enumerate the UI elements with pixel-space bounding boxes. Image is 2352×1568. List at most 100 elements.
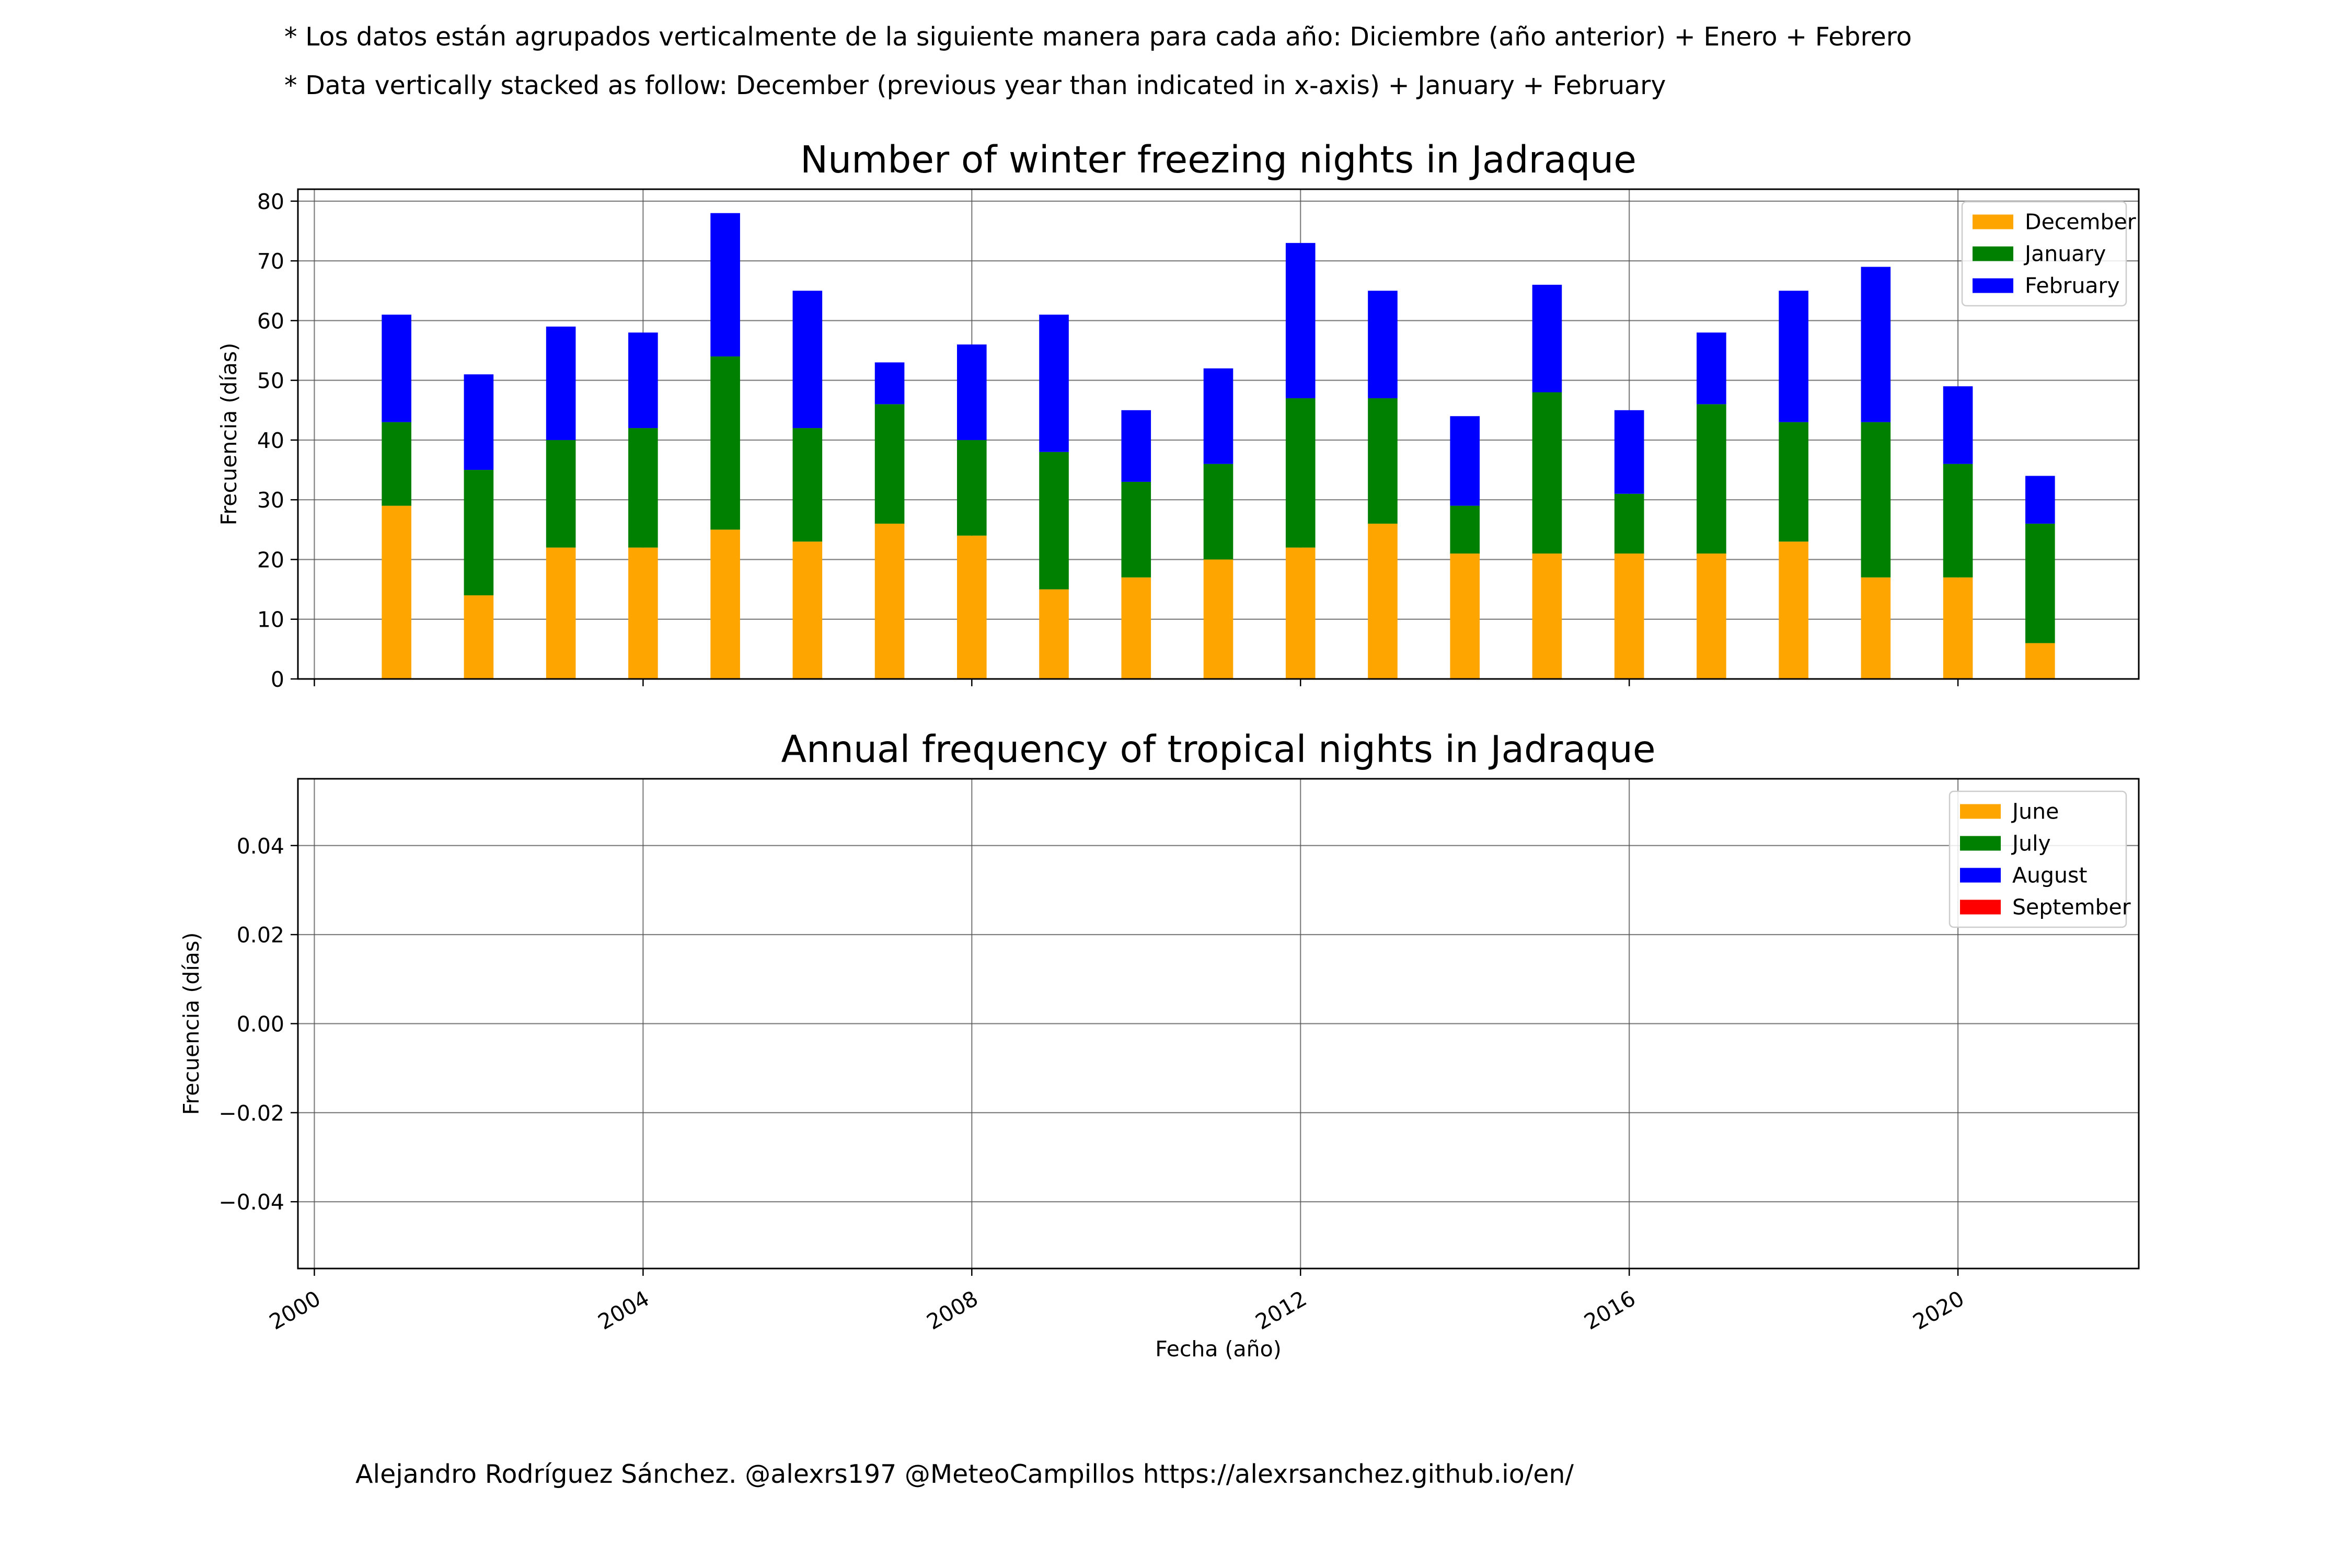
- x-tick-label: 2016: [1580, 1286, 1640, 1335]
- y-tick-label: 60: [257, 308, 284, 333]
- bar-january: [1368, 398, 1398, 524]
- bar-december: [1779, 541, 1808, 679]
- bar-january: [792, 428, 823, 542]
- y-tick-label: 40: [257, 428, 284, 453]
- legend-swatch-june: [1960, 804, 2001, 819]
- y-axis-label: Frecuencia (días): [216, 343, 241, 526]
- bar-january: [1450, 505, 1480, 554]
- bar-december: [1697, 554, 1726, 679]
- bar-december: [1368, 523, 1398, 679]
- bar-january: [1285, 398, 1316, 548]
- y-axis-label: Frecuencia (días): [179, 932, 204, 1115]
- bar-january: [1121, 481, 1151, 578]
- y-tick-label: 0.00: [237, 1012, 284, 1037]
- x-tick-label: 2004: [594, 1286, 653, 1335]
- y-tick-label: −0.04: [218, 1190, 284, 1215]
- bar-december: [1039, 589, 1069, 679]
- bar-december: [874, 523, 905, 679]
- bar-december: [792, 541, 823, 679]
- legend-label-december: December: [2025, 210, 2136, 235]
- bar-january: [546, 440, 576, 548]
- tropical-nights-chart: −0.04 −0.02 0.00 0.02 0.04 2000 2004 2008 2012 20…: [179, 728, 2140, 1362]
- bar-february: [1697, 332, 1726, 405]
- bar-january: [1614, 493, 1644, 554]
- legend-swatch-july: [1960, 836, 2001, 851]
- bar-december: [710, 529, 740, 679]
- bar-february: [1943, 386, 1973, 464]
- bar-december: [1614, 554, 1644, 679]
- legend-swatch-september: [1960, 900, 2001, 915]
- bar-february: [1450, 416, 1480, 506]
- bar-january: [957, 440, 987, 536]
- bar-january: [2025, 523, 2055, 643]
- legend-swatch-december: [1973, 214, 2013, 229]
- legend-label-september: September: [2012, 895, 2131, 920]
- bar-december: [1861, 577, 1891, 679]
- legend-swatch-january: [1973, 246, 2013, 261]
- bar-february: [628, 332, 658, 429]
- bar-december: [1532, 554, 1562, 679]
- bar-january: [710, 356, 740, 530]
- y-tick-label: 50: [257, 368, 284, 394]
- bar-february: [957, 344, 987, 440]
- bar-january: [1039, 452, 1069, 590]
- y-tick-label: 0: [271, 667, 284, 692]
- bar-january: [464, 470, 494, 596]
- axes-frame: [297, 188, 2140, 680]
- bar-december: [957, 535, 987, 679]
- y-tick-label: 30: [257, 488, 284, 513]
- y-tick-label: 0.04: [237, 834, 284, 859]
- y-tick-label: 10: [257, 607, 284, 632]
- y-tick-label: 20: [257, 547, 284, 572]
- bar-february: [792, 291, 823, 429]
- x-tick-label: 2020: [1909, 1286, 1968, 1335]
- bar-december: [1121, 577, 1151, 679]
- bar-february: [710, 213, 740, 356]
- x-tick-label: 2008: [923, 1286, 982, 1335]
- chart-title: Number of winter freezing nights in Jadr…: [800, 138, 1636, 181]
- bar-december: [464, 595, 494, 679]
- legend-swatch-february: [1973, 278, 2013, 293]
- bar-december: [2025, 643, 2055, 679]
- y-tick-label: 70: [257, 249, 284, 274]
- bar-december: [1450, 554, 1480, 679]
- bar-january: [1532, 392, 1562, 554]
- y-tick-label: 0.02: [237, 923, 284, 948]
- bar-february: [1614, 410, 1644, 494]
- bar-february: [1039, 314, 1069, 452]
- chart-title: Annual frequency of tropical nights in J…: [781, 728, 1655, 771]
- legend-swatch-august: [1960, 868, 2001, 883]
- bar-january: [628, 428, 658, 548]
- bar-january: [874, 404, 905, 524]
- legend-label-january: January: [2023, 241, 2106, 267]
- bar-february: [546, 326, 576, 440]
- legend-label-august: August: [2012, 863, 2087, 888]
- bar-december: [1203, 559, 1233, 679]
- freezing-nights-chart: 0 10 20 30 40 50 60 70 80 Number of winter freezi…: [216, 138, 2140, 692]
- bar-february: [382, 314, 411, 422]
- bar-february: [1121, 410, 1151, 482]
- bar-february: [1532, 284, 1562, 393]
- bar-february: [1861, 267, 1891, 422]
- x-tick-label: 2012: [1251, 1286, 1311, 1335]
- x-tick-label: 2000: [265, 1286, 325, 1335]
- note-spanish: * Los datos están agrupados verticalment…: [284, 22, 1912, 52]
- bar-february: [874, 362, 905, 405]
- bar-december: [546, 547, 576, 679]
- x-axis-label: Fecha (año): [1155, 1336, 1281, 1362]
- bar-february: [1203, 368, 1233, 464]
- bar-january: [1203, 464, 1233, 560]
- note-english: * Data vertically stacked as follow: Dec…: [284, 71, 1666, 100]
- legend-label-june: June: [2011, 799, 2059, 824]
- y-tick-label: −0.02: [218, 1101, 284, 1126]
- bar-december: [382, 505, 411, 679]
- author-credit: Alejandro Rodríguez Sánchez. @alexrs197 …: [355, 1459, 1574, 1489]
- bar-january: [382, 422, 411, 506]
- bar-january: [1779, 422, 1808, 542]
- bar-december: [1285, 547, 1316, 679]
- bar-february: [464, 374, 494, 470]
- legend-label-july: July: [2011, 831, 2051, 856]
- legend-label-february: February: [2025, 273, 2120, 298]
- bar-december: [1943, 577, 1973, 679]
